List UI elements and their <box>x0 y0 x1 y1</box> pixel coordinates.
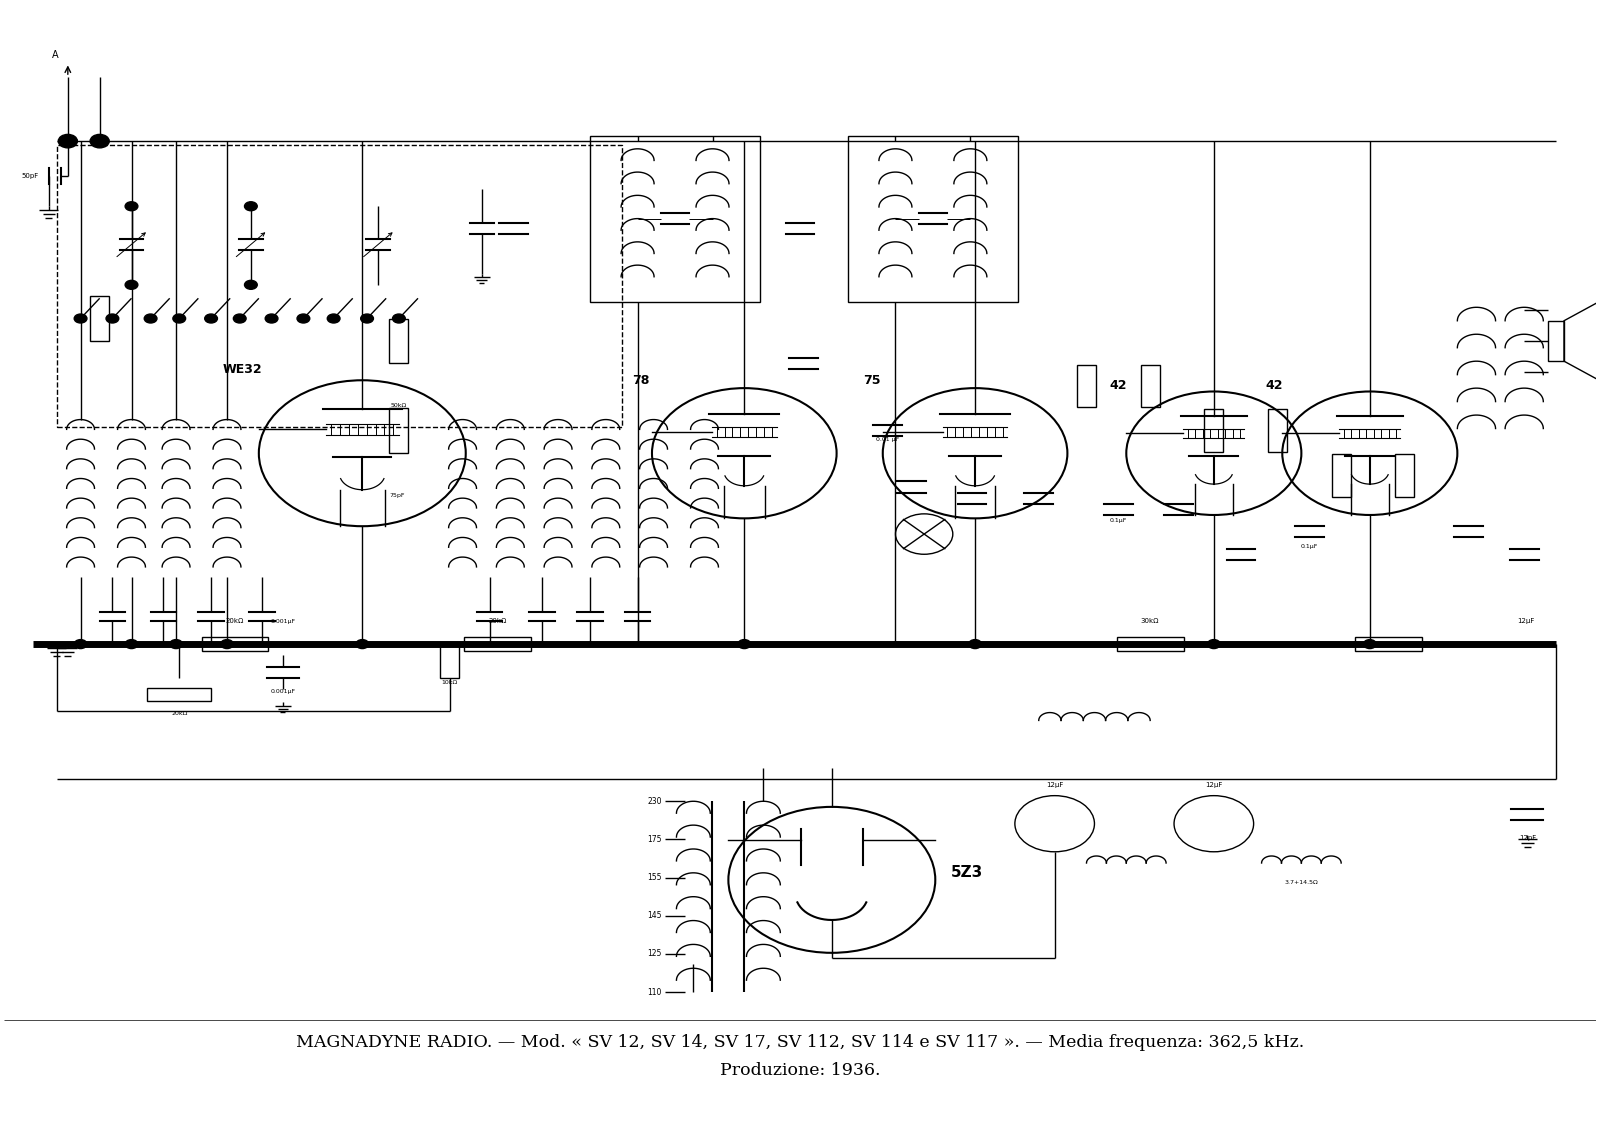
Text: 0.1μF: 0.1μF <box>1110 518 1126 523</box>
Text: 125: 125 <box>646 949 661 958</box>
Circle shape <box>221 640 234 648</box>
Bar <box>1267 409 1286 452</box>
Circle shape <box>90 135 109 148</box>
Bar <box>848 136 1018 302</box>
Text: 20kΩ: 20kΩ <box>488 618 507 624</box>
Text: 0.1μF: 0.1μF <box>1301 544 1318 549</box>
Bar <box>1331 455 1350 497</box>
Circle shape <box>106 314 118 323</box>
Text: 50pF: 50pF <box>22 173 38 179</box>
Bar <box>1549 321 1565 361</box>
Text: 10kΩ: 10kΩ <box>442 680 458 685</box>
Circle shape <box>392 314 405 323</box>
Circle shape <box>173 314 186 323</box>
Text: 5Z3: 5Z3 <box>950 865 982 880</box>
Circle shape <box>360 314 373 323</box>
Text: 0.001μF: 0.001μF <box>270 619 296 624</box>
Bar <box>1355 638 1422 650</box>
Text: 230: 230 <box>646 796 661 805</box>
Text: 75pF: 75pF <box>389 493 405 498</box>
Bar <box>464 638 531 650</box>
Text: 42: 42 <box>1109 379 1126 392</box>
Circle shape <box>74 314 86 323</box>
Circle shape <box>245 280 258 290</box>
Text: 3.7+14.5Ω: 3.7+14.5Ω <box>1285 880 1318 884</box>
Text: 110: 110 <box>646 987 661 996</box>
Circle shape <box>74 640 86 648</box>
Circle shape <box>266 314 278 323</box>
Text: 12μF: 12μF <box>1046 782 1064 788</box>
Text: 78: 78 <box>632 373 650 387</box>
Text: 42: 42 <box>1266 379 1283 392</box>
Bar <box>1395 455 1414 497</box>
Text: WE32: WE32 <box>222 363 262 375</box>
Circle shape <box>170 640 182 648</box>
Circle shape <box>58 135 77 148</box>
Bar <box>147 688 211 701</box>
Circle shape <box>1208 640 1221 648</box>
Text: 12μF: 12μF <box>1205 782 1222 788</box>
Bar <box>389 319 408 363</box>
Bar <box>590 136 760 302</box>
Circle shape <box>968 640 981 648</box>
Bar <box>202 638 269 650</box>
Text: 145: 145 <box>646 912 661 921</box>
Circle shape <box>1363 640 1376 648</box>
Text: MAGNADYNE RADIO. — Mod. « SV 12, SV 14, SV 17, SV 112, SV 114 e SV 117 ». — Medi: MAGNADYNE RADIO. — Mod. « SV 12, SV 14, … <box>296 1034 1304 1051</box>
Text: 12pF: 12pF <box>1518 835 1536 841</box>
Text: 20kΩ: 20kΩ <box>226 618 245 624</box>
Bar <box>440 644 459 677</box>
Text: 12μF: 12μF <box>1517 618 1534 624</box>
Text: 155: 155 <box>646 873 661 882</box>
Bar <box>1077 364 1096 407</box>
Text: 75: 75 <box>862 373 880 387</box>
Text: 20kΩ: 20kΩ <box>171 711 187 716</box>
Bar <box>56 145 622 428</box>
Circle shape <box>298 314 310 323</box>
Bar <box>1117 638 1184 650</box>
Circle shape <box>355 640 368 648</box>
Text: 30kΩ: 30kΩ <box>1141 618 1160 624</box>
Circle shape <box>205 314 218 323</box>
Circle shape <box>125 640 138 648</box>
Text: Produzione: 1936.: Produzione: 1936. <box>720 1062 880 1079</box>
Text: 0.001μF: 0.001μF <box>270 689 296 694</box>
Bar <box>1205 409 1224 452</box>
Circle shape <box>144 314 157 323</box>
Circle shape <box>125 280 138 290</box>
Circle shape <box>738 640 750 648</box>
Bar <box>90 296 109 340</box>
Circle shape <box>245 201 258 210</box>
Text: 175: 175 <box>646 835 661 844</box>
Bar <box>1141 364 1160 407</box>
Text: A: A <box>51 50 59 60</box>
Circle shape <box>125 201 138 210</box>
Text: 50kΩ: 50kΩ <box>390 404 406 408</box>
Circle shape <box>234 314 246 323</box>
Circle shape <box>328 314 341 323</box>
Text: 0.01 μF: 0.01 μF <box>875 437 899 442</box>
Bar <box>389 408 408 454</box>
